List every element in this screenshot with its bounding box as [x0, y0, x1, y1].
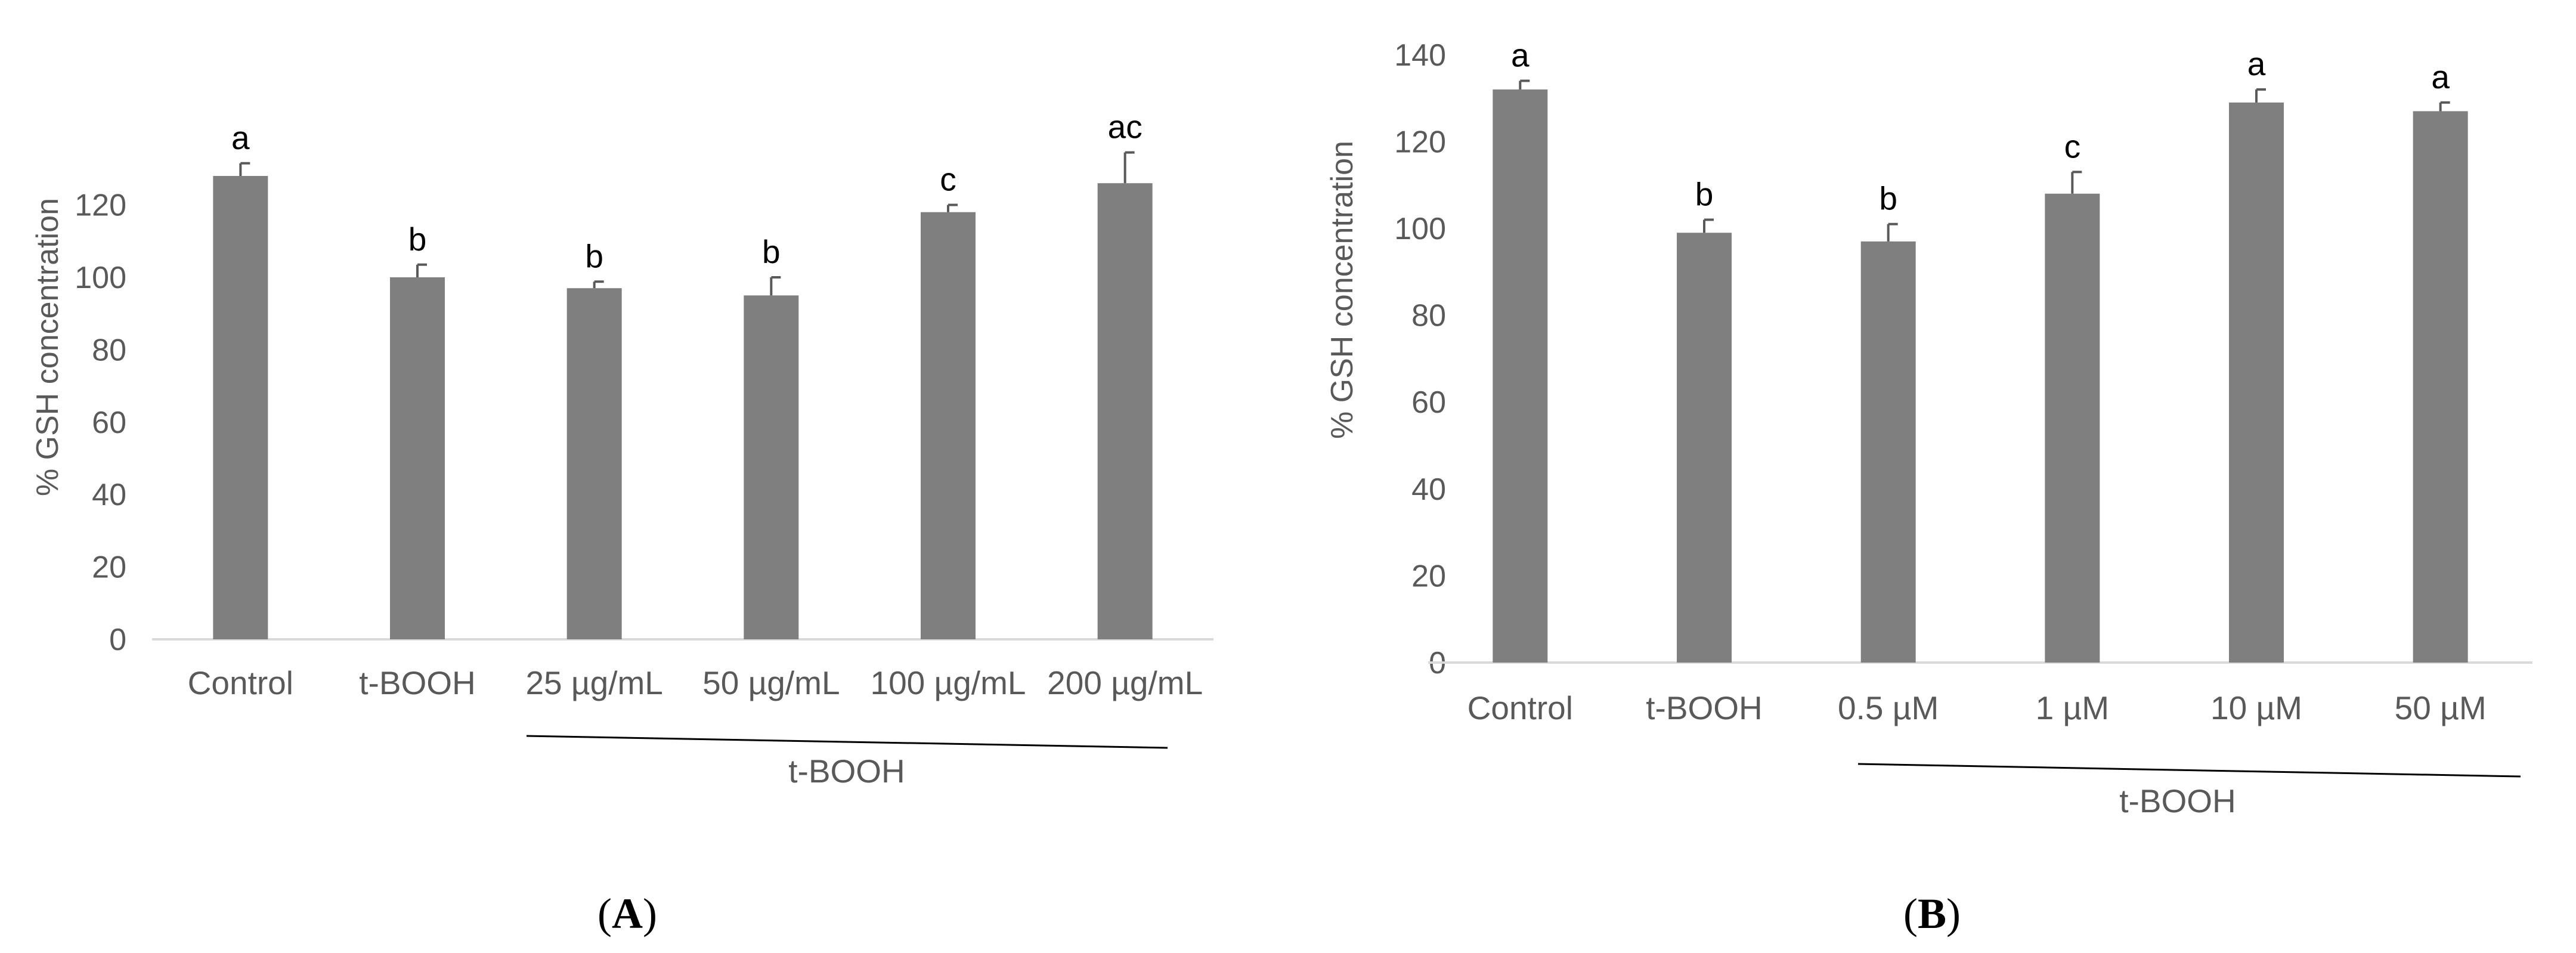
bar	[566, 288, 622, 640]
y-tick-label: 60	[92, 406, 126, 440]
significance-letter: a	[2247, 45, 2266, 82]
error-bar	[2255, 88, 2266, 103]
chart-a-significance-letters: a b b b c ac	[231, 109, 1143, 275]
bar	[2413, 111, 2468, 663]
error-bar	[239, 162, 250, 177]
y-tick-label: 140	[1394, 38, 1446, 73]
chart-a-y-axis-label: % GSH concentration	[30, 198, 65, 496]
chart-b-panel-letter: B	[1918, 890, 1946, 937]
chart-b-error-bars	[1519, 79, 2450, 242]
significance-letter: c	[2064, 128, 2081, 165]
category-label: 25 µg/mL	[525, 664, 662, 701]
chart-b-group-bracket	[1857, 763, 2521, 778]
category-label: 50 µM	[2395, 689, 2487, 726]
category-label: 50 µg/mL	[702, 664, 840, 701]
chart-b-group-label: t-BOOH	[2119, 782, 2236, 819]
error-bar	[1887, 222, 1898, 242]
bar	[2229, 102, 2284, 663]
bar	[1860, 241, 1916, 663]
significance-letter: b	[762, 233, 781, 270]
bar	[390, 277, 445, 639]
chart-b-y-axis-label: % GSH concentration	[1325, 141, 1360, 439]
category-label: 10 µM	[2210, 689, 2302, 726]
y-tick-label: 120	[1394, 125, 1446, 159]
chart-a-group-label: t-BOOH	[788, 753, 905, 790]
bar	[1097, 183, 1153, 639]
bar	[744, 295, 799, 640]
y-tick-label: 100	[75, 261, 126, 295]
y-tick-label: 60	[1411, 385, 1446, 420]
significance-letter: b	[585, 237, 603, 274]
error-bar	[1519, 79, 1530, 90]
error-bar	[593, 280, 604, 289]
significance-letter: b	[408, 221, 427, 258]
chart-a-y-ticks: 0 20 40 60 80 100 120	[75, 188, 126, 657]
significance-letter: ac	[1108, 109, 1143, 146]
chart-a-panel-letter: A	[612, 890, 643, 937]
y-tick-label: 40	[92, 478, 126, 512]
chart-a-group-bracket	[526, 735, 1168, 749]
y-tick-label: 40	[1411, 472, 1446, 507]
chart-b-category-labels: Control t-BOOH 0.5 µM 1 µM 10 µM 50 µM	[1467, 689, 2487, 726]
y-tick-label: 20	[1411, 559, 1446, 593]
chart-a: % GSH concentration 0 20 40 60 80 100 120 a b b b…	[30, 109, 1213, 937]
error-bar	[2439, 101, 2450, 112]
category-label: Control	[1467, 689, 1573, 726]
significance-letter: b	[1695, 175, 1714, 212]
y-tick-label: 100	[1394, 212, 1446, 246]
bar	[921, 212, 976, 639]
category-label: t-BOOH	[359, 664, 476, 701]
category-label: 0.5 µM	[1838, 689, 1939, 726]
y-tick-label: 20	[92, 550, 126, 585]
significance-letter: c	[940, 161, 956, 198]
y-tick-label: 0	[109, 623, 126, 657]
bar	[1493, 89, 1548, 663]
y-tick-label: 80	[92, 333, 126, 367]
error-bar	[770, 276, 781, 296]
y-tick-label: 80	[1411, 299, 1446, 333]
chart-a-error-bars	[239, 151, 1135, 296]
category-label: t-BOOH	[1646, 689, 1763, 726]
chart-a-panel-label: (A)	[597, 890, 657, 937]
chart-a-category-labels: Control t-BOOH 25 µg/mL 50 µg/mL 100 µg/mL 20…	[188, 664, 1203, 701]
category-label: 1 µM	[2036, 689, 2109, 726]
error-bar	[947, 203, 958, 212]
significance-letter: a	[2431, 58, 2450, 95]
chart-b-bars	[1493, 89, 2468, 663]
category-label: 100 µg/mL	[870, 664, 1026, 701]
significance-letter: b	[1879, 180, 1897, 217]
chart-b-significance-letters: a b b c a a	[1511, 36, 2450, 216]
error-bar	[1703, 218, 1714, 233]
error-bar	[2071, 171, 2082, 194]
error-bar	[1123, 151, 1135, 184]
bar	[213, 176, 268, 639]
y-tick-label: 120	[75, 188, 126, 223]
significance-letter: a	[1511, 36, 1530, 73]
category-label: 200 µg/mL	[1047, 664, 1203, 701]
significance-letter: a	[231, 119, 250, 156]
bar	[1677, 233, 1732, 663]
chart-a-bars	[213, 176, 1153, 640]
error-bar	[416, 263, 427, 277]
category-label: Control	[188, 664, 293, 701]
chart-b-panel-label: (B)	[1903, 890, 1961, 937]
bar	[2045, 193, 2100, 663]
